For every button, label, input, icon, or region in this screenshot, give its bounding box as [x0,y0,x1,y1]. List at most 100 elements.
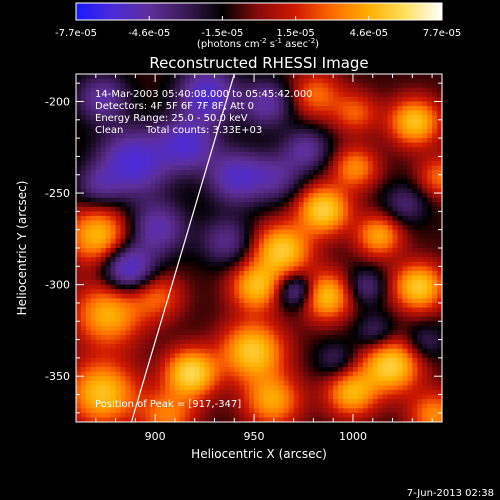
heatmap-cell [160,161,166,167]
heatmap-cell [382,170,389,176]
heatmap-cell [357,312,364,318]
heatmap-cell [377,110,384,116]
heatmap-cell [209,92,215,98]
heatmap-cell [308,316,314,322]
heatmap-cell [194,206,201,212]
heatmap-cell [333,275,339,281]
heatmap-cell [273,206,280,212]
heatmap-cell [348,193,354,199]
heatmap-cell [140,357,146,363]
heatmap-cell [219,92,225,98]
heatmap-cell [432,321,438,327]
heatmap-cell [219,348,225,354]
heatmap-cell [318,280,324,286]
heatmap-cell [328,147,334,153]
heatmap-cell [189,197,196,203]
heatmap-cell [165,344,171,350]
heatmap-cell [382,362,389,368]
heatmap-cell [239,170,245,176]
heatmap-cell [130,330,136,336]
heatmap-cell [387,74,394,80]
heatmap-cell [204,362,211,368]
heatmap-cell [160,348,166,354]
heatmap-cell [397,78,403,84]
heatmap-cell [387,220,394,226]
heatmap-cell [204,248,211,254]
heatmap-cell [254,179,260,185]
heatmap-cell [278,119,285,125]
heatmap-cell [105,266,112,272]
heatmap-cell [288,174,295,180]
heatmap-cell [219,115,225,121]
heatmap-cell [150,312,156,318]
heatmap-cell [76,257,82,263]
heatmap-cell [288,252,295,258]
heatmap-cell [259,133,265,139]
heatmap-cell [392,106,398,112]
heatmap-cell [288,101,295,107]
heatmap-cell [298,83,305,89]
heatmap-cell [343,261,349,267]
heatmap-cell [85,280,92,286]
heatmap-cell [130,188,136,194]
heatmap-cell [437,330,442,336]
heatmap-cell [169,110,176,116]
heatmap-cell [273,106,280,112]
heatmap-cell [283,119,290,125]
heatmap-cell [442,340,447,345]
heatmap-cell [130,170,136,176]
heatmap-cell [150,284,156,290]
heatmap-cell [278,353,285,359]
heatmap-cell [125,248,131,254]
heatmap-cell [169,101,176,107]
heatmap-cell [323,275,329,281]
heatmap-cell [204,78,211,84]
heatmap-cell [288,128,295,135]
heatmap-cell [76,335,82,341]
heatmap-cell [387,179,394,185]
heatmap-cell [268,124,275,130]
heatmap-cell [100,362,107,368]
heatmap-cell [254,275,260,281]
heatmap-cell [263,225,270,231]
heatmap-cell [234,197,240,203]
heatmap-cell [169,234,176,240]
heatmap-cell [239,257,245,263]
heatmap-cell [140,147,146,153]
heatmap-cell [76,142,82,148]
heatmap-cell [169,348,176,354]
heatmap-cell [105,289,112,295]
heatmap-cell [239,261,245,267]
heatmap-cell [135,330,141,336]
heatmap-cell [90,243,97,249]
heatmap-cell [140,261,146,267]
heatmap-cell [214,165,220,171]
heatmap-cell [130,133,136,139]
heatmap-cell [234,165,240,171]
heatmap-cell [214,257,220,263]
heatmap-cell [110,248,117,254]
heatmap-cell [130,298,136,304]
heatmap-cell [199,344,206,350]
heatmap-cell [328,156,334,162]
heatmap-cell [249,74,255,80]
heatmap-cell [219,229,225,235]
heatmap-cell [427,193,433,199]
heatmap-cell [273,215,280,222]
heatmap-cell [234,183,240,189]
heatmap-cell [234,270,240,276]
heatmap-cell [348,165,354,171]
heatmap-cell [367,225,374,231]
heatmap-cell [189,225,196,231]
heatmap-cell [249,179,255,185]
heatmap-cell [422,312,428,318]
heatmap-cell [382,335,389,341]
heatmap-cell [263,133,270,139]
heatmap-cell [402,106,408,112]
heatmap-cell [382,293,389,299]
heatmap-cell [273,161,280,167]
heatmap-cell [397,321,403,327]
heatmap-cell [422,280,428,286]
heatmap-cell [303,257,309,263]
heatmap-cell [130,110,136,116]
